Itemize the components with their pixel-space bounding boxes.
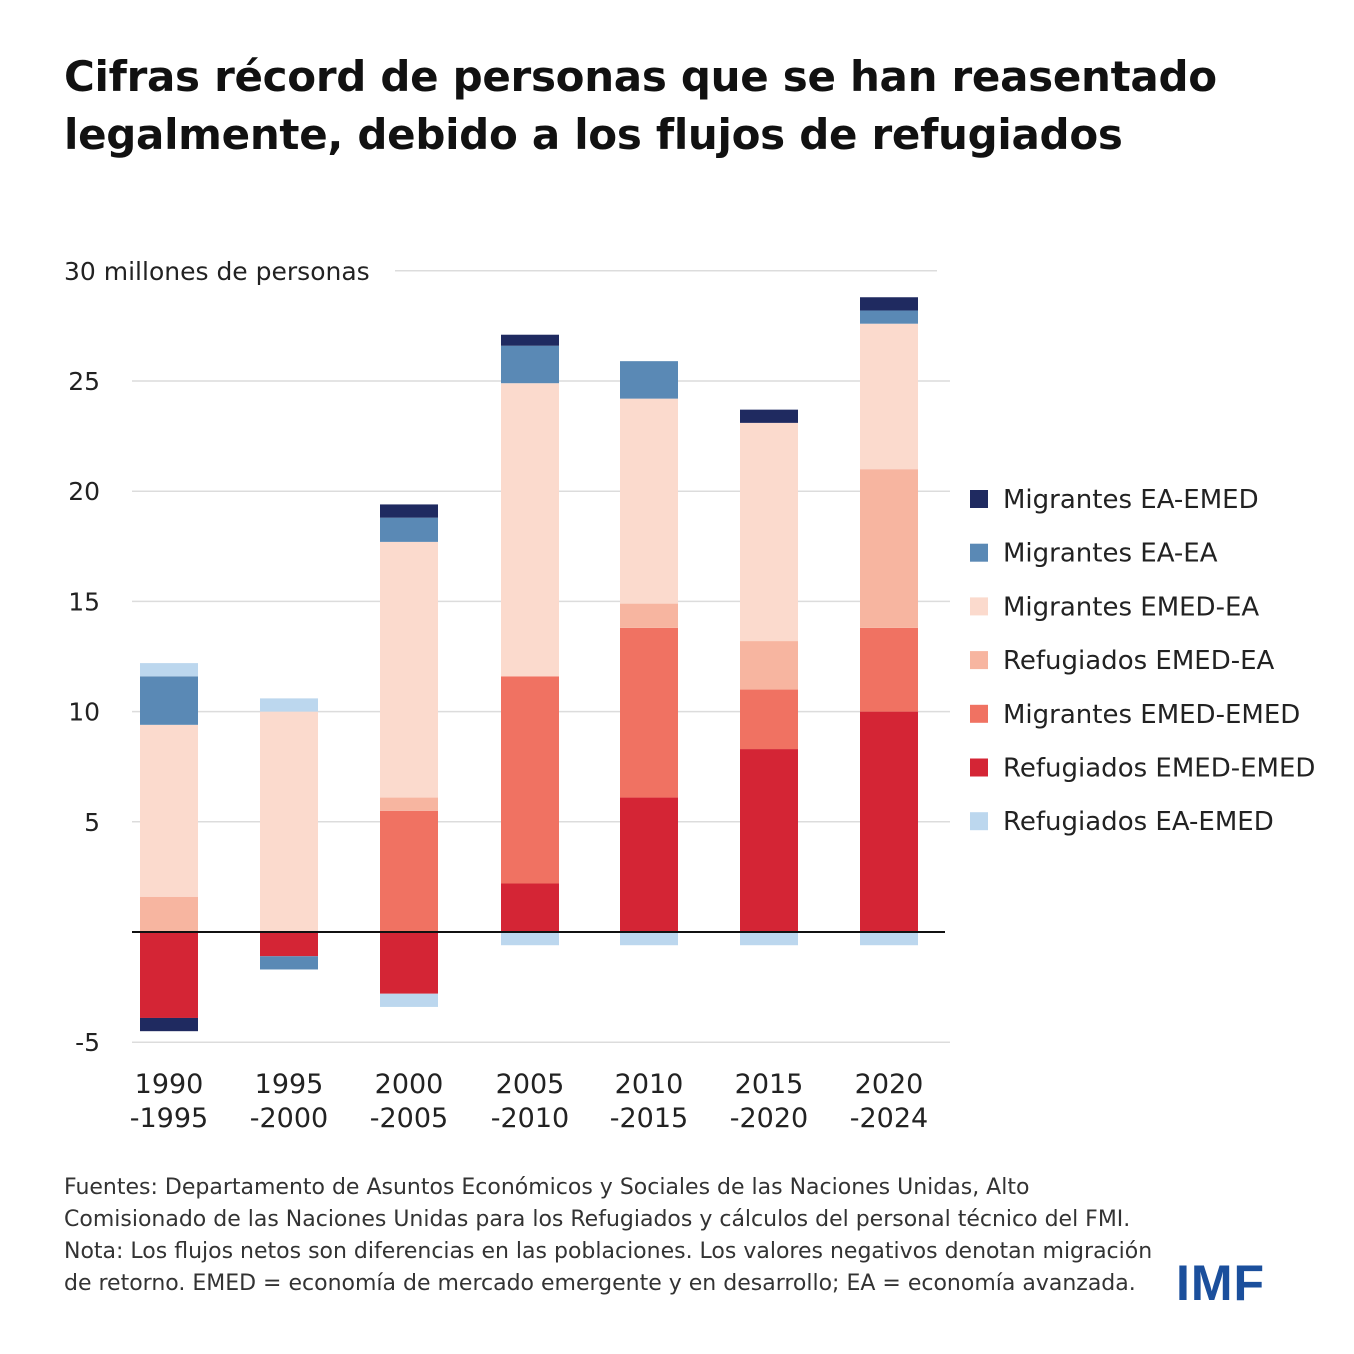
y-tick-label: 30 millones de personas bbox=[64, 257, 370, 286]
bar-segment bbox=[860, 310, 918, 324]
bar-segment bbox=[140, 896, 198, 932]
bar-segment bbox=[260, 956, 318, 970]
bar-segment bbox=[740, 749, 798, 932]
bar-segment bbox=[620, 398, 678, 604]
bar-segment bbox=[620, 627, 678, 798]
y-tick-label: 10 bbox=[68, 698, 100, 727]
bar-segment bbox=[860, 323, 918, 470]
bar-segment bbox=[740, 409, 798, 423]
bar-segment bbox=[740, 932, 798, 946]
bar-segment bbox=[501, 883, 559, 932]
x-tick-label: 1995 bbox=[255, 1069, 324, 1100]
x-tick-label: -2000 bbox=[250, 1103, 328, 1134]
x-tick-label: 2020 bbox=[855, 1069, 924, 1100]
bar-segment bbox=[620, 603, 678, 628]
bar-segment bbox=[860, 627, 918, 712]
x-tick-label: -2005 bbox=[370, 1103, 448, 1134]
bar-segment bbox=[620, 361, 678, 399]
bar-segment bbox=[140, 932, 198, 1018]
x-tick-label: -2015 bbox=[610, 1103, 688, 1134]
x-tick-label: -1995 bbox=[130, 1103, 208, 1134]
legend-swatch bbox=[970, 597, 988, 616]
x-tick-label: 1990 bbox=[135, 1069, 204, 1100]
bar-segment bbox=[140, 1017, 198, 1032]
bar-segment bbox=[860, 297, 918, 311]
bar-segment bbox=[501, 383, 559, 677]
x-tick-label: -2010 bbox=[491, 1103, 569, 1134]
bar-segment bbox=[860, 469, 918, 628]
bar-segment bbox=[501, 676, 559, 884]
bar-segment bbox=[740, 689, 798, 750]
bar-segment bbox=[260, 711, 318, 932]
bar-segment bbox=[380, 517, 438, 542]
legend-swatch bbox=[970, 490, 988, 508]
imf-logo: IMF bbox=[1176, 1255, 1266, 1311]
bar-segment bbox=[140, 724, 198, 897]
legend-label: Migrantes EMED-EMED bbox=[1003, 700, 1300, 730]
legend-swatch bbox=[970, 543, 988, 562]
x-axis-ticks: 1990-1995 1995-2000 2000-2005 2005-2010 2010… bbox=[130, 1069, 928, 1134]
bar-segment bbox=[380, 932, 438, 994]
x-tick-label: 2005 bbox=[496, 1069, 565, 1100]
bar-segment bbox=[140, 663, 198, 677]
x-tick-label: -2020 bbox=[730, 1103, 808, 1134]
y-tick-label: 20 bbox=[68, 477, 100, 506]
legend: Migrantes EA-EMED Migrantes EA-EA Migrante… bbox=[970, 485, 1315, 837]
bar-segment bbox=[501, 345, 559, 384]
bar-segment bbox=[860, 932, 918, 946]
bar-segment bbox=[380, 810, 438, 932]
bar-segment bbox=[260, 698, 318, 712]
bar-segment bbox=[501, 334, 559, 346]
y-axis-ticks: -5 5 10 15 20 25 30 millones de personas bbox=[64, 257, 370, 1057]
bar-segment bbox=[380, 541, 438, 798]
y-tick-label: -5 bbox=[75, 1028, 100, 1057]
legend-label: Refugiados EMED-EMED bbox=[1003, 754, 1315, 784]
x-tick-label: 2010 bbox=[615, 1069, 684, 1100]
bar-segment bbox=[620, 932, 678, 946]
legend-swatch bbox=[970, 651, 988, 670]
legend-label: Refugiados EMED-EA bbox=[1003, 646, 1275, 676]
y-tick-label: 5 bbox=[84, 808, 100, 837]
bar-segment bbox=[860, 711, 918, 932]
chart-title: Cifras récord de personas que se han rea… bbox=[64, 52, 1217, 159]
bar-segment bbox=[380, 993, 438, 1007]
legend-label: Migrantes EMED-EA bbox=[1003, 592, 1259, 622]
legend-swatch bbox=[970, 758, 988, 777]
bar-segment bbox=[140, 676, 198, 725]
bars bbox=[140, 297, 918, 1032]
x-tick-label: 2000 bbox=[375, 1069, 444, 1100]
bar-segment bbox=[620, 797, 678, 932]
source-note: Fuentes: Departamento de Asuntos Económi… bbox=[64, 1175, 1153, 1296]
bar-segment bbox=[740, 641, 798, 690]
legend-swatch bbox=[970, 704, 988, 723]
x-tick-label: -2024 bbox=[850, 1103, 928, 1134]
y-tick-label: 25 bbox=[68, 367, 100, 396]
y-tick-label: 15 bbox=[68, 587, 100, 616]
bar-segment bbox=[740, 422, 798, 642]
bar-segment bbox=[380, 797, 438, 811]
legend-label: Migrantes EA-EMED bbox=[1003, 485, 1259, 515]
bar-segment bbox=[260, 932, 318, 957]
bar-segment bbox=[501, 932, 559, 946]
legend-label: Refugiados EA-EMED bbox=[1003, 807, 1274, 837]
bar-segment bbox=[380, 504, 438, 518]
legend-swatch bbox=[970, 812, 988, 831]
x-tick-label: 2015 bbox=[735, 1069, 804, 1100]
legend-label: Migrantes EA-EA bbox=[1003, 539, 1218, 569]
